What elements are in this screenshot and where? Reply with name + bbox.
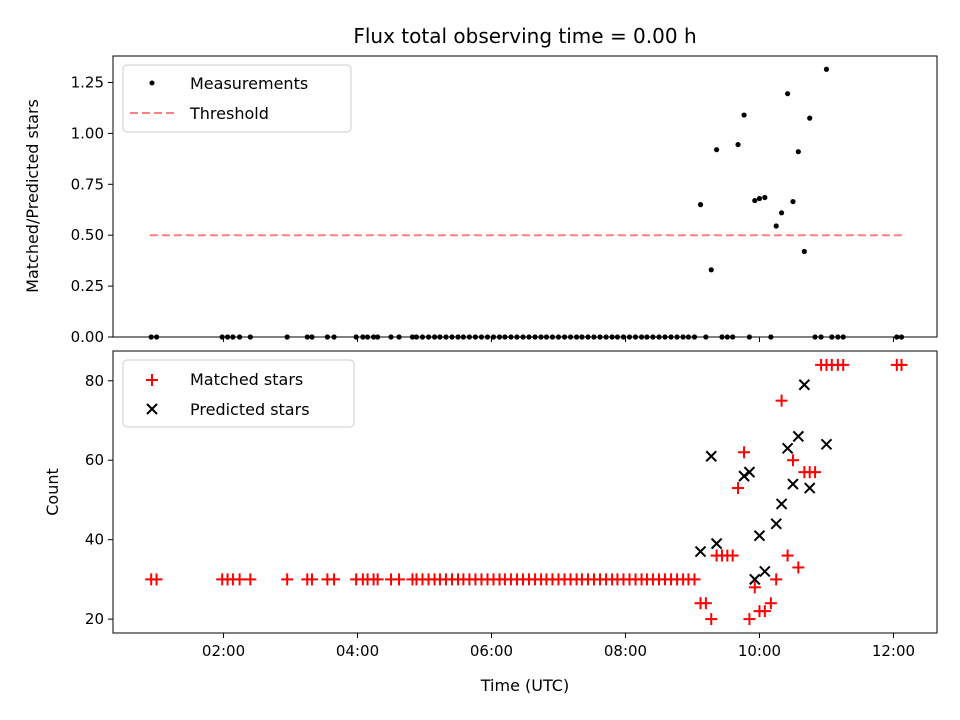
matched-star-point <box>758 605 771 618</box>
measurement-point <box>713 147 720 153</box>
measurement-point <box>735 141 741 148</box>
count-xtick-label: 04:00 <box>336 642 379 660</box>
predicted-star-point <box>804 482 816 494</box>
matched-star-point <box>688 573 701 586</box>
matched-star-point <box>233 573 246 586</box>
ratio-ytick-label: 0.25 <box>71 277 104 295</box>
predicted-star-point <box>792 430 805 443</box>
predicted-star-point <box>759 565 771 578</box>
measurement-point <box>778 210 785 216</box>
count-xtick-label: 12:00 <box>872 642 915 660</box>
chart-title: Flux total observing time = 0.00 h <box>353 24 696 48</box>
count-ytick-label: 60 <box>85 451 104 469</box>
measurement-point <box>823 66 830 72</box>
matched-star-point <box>792 561 805 574</box>
predicted-star-point <box>705 450 717 462</box>
matched-star-point <box>393 573 406 586</box>
matched-star-point <box>895 358 908 371</box>
matched-star-point <box>726 549 739 562</box>
measurement-point <box>801 248 807 255</box>
matched-star-point <box>699 597 712 610</box>
ratio-y-axis: 0.00 0.25 0.50 0.75 1.00 1.25 <box>71 73 113 346</box>
ratio-ytick-label: 0.00 <box>71 328 104 346</box>
measurement-point <box>752 197 758 204</box>
predicted-star-point <box>770 518 782 530</box>
ratio-ytick-label: 1.25 <box>71 73 104 91</box>
predicted-star-point <box>781 442 794 455</box>
legend-matched-label: Matched stars <box>190 370 303 389</box>
measurement-point <box>756 195 763 202</box>
matched-star-point <box>748 581 761 594</box>
predicted-star-point <box>710 537 723 550</box>
measurement-point <box>708 267 714 273</box>
matched-star-point <box>738 446 751 459</box>
ratio-legend: Measurements Threshold <box>122 64 352 133</box>
ratio-ytick-label: 1.00 <box>71 124 104 142</box>
predicted-star-point <box>743 466 756 478</box>
matched-star-point <box>371 573 384 586</box>
count-xlabel: Time (UTC) <box>480 676 569 695</box>
measurement-point <box>807 115 813 121</box>
predicted-star-point <box>749 573 761 586</box>
matched-star-point <box>743 613 756 626</box>
matched-star-point <box>281 573 294 586</box>
legend-matched-marker <box>146 374 158 386</box>
measurement-point <box>762 194 768 201</box>
count-ytick-label: 80 <box>85 372 104 390</box>
legend-measurements-marker <box>149 80 155 86</box>
count-ytick-label: 40 <box>85 531 104 549</box>
matched-star-point <box>781 549 794 562</box>
predicted-star-point <box>820 438 833 451</box>
ratio-ytick-label: 0.75 <box>71 175 104 193</box>
matched-star-point <box>775 394 788 407</box>
count-xtick-label: 02:00 <box>202 642 245 660</box>
measurement-point <box>741 112 747 118</box>
count-legend: Matched stars Predicted stars <box>122 359 355 428</box>
legend-predicted-label: Predicted stars <box>190 400 310 419</box>
matched-star-point <box>764 597 777 610</box>
count-ytick-label: 20 <box>85 610 104 628</box>
predicted-star-point <box>694 545 707 558</box>
measurement-point <box>697 202 704 208</box>
predicted-star-point <box>787 478 799 490</box>
ratio-axes-frame <box>112 55 938 338</box>
ratio-ylabel: Matched/Predicted stars <box>23 99 42 293</box>
count-legend-box <box>122 359 355 428</box>
count-axes-frame <box>112 350 938 634</box>
matched-star-point <box>150 573 163 586</box>
ratio-panel: Flux total observing time = 0.00 h 0.000… <box>23 24 938 346</box>
measurement-point <box>785 91 791 97</box>
count-xtick-label: 10:00 <box>738 642 781 660</box>
measurement-point <box>795 149 801 155</box>
matched-star-point <box>732 482 745 495</box>
measurement-point <box>790 198 796 205</box>
predicted-star-point <box>798 379 811 391</box>
count-x-axis: 02:00 04:00 06:00 08:00 10:00 12:00 <box>202 633 915 660</box>
count-xtick-label: 06:00 <box>470 642 513 660</box>
matched-star-point <box>809 466 822 479</box>
matched-star-point <box>705 613 718 626</box>
ratio-x-axis <box>223 337 894 342</box>
count-marks <box>145 358 908 626</box>
legend-threshold-label: Threshold <box>189 104 269 123</box>
legend-predicted-marker <box>146 403 158 415</box>
legend-measurements-label: Measurements <box>190 74 308 93</box>
count-ylabel: Count <box>43 468 62 516</box>
matched-star-point <box>244 573 257 586</box>
ratio-ytick-label: 0.50 <box>71 226 104 244</box>
measurement-point <box>773 223 779 229</box>
matched-star-point <box>786 454 799 467</box>
count-y-axis: 20 40 60 80 <box>85 372 113 628</box>
matched-star-point <box>770 573 783 586</box>
matched-star-point <box>328 573 341 586</box>
count-xtick-label: 08:00 <box>604 642 647 660</box>
matched-star-point <box>837 358 850 371</box>
ratio-legend-box <box>122 64 352 133</box>
matched-star-point <box>305 573 318 586</box>
predicted-star-point <box>753 529 766 542</box>
predicted-star-point <box>775 498 788 510</box>
